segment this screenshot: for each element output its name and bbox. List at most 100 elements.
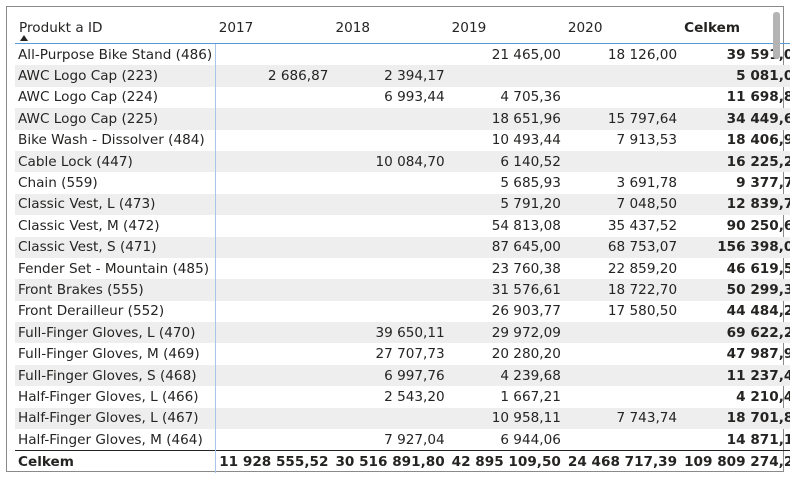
- cell-2018: [332, 108, 449, 130]
- cell-2020: 22 859,20: [607, 260, 678, 277]
- cell-total: 156 398,07: [681, 236, 790, 258]
- row-label: AWC Logo Cap (223): [15, 65, 216, 87]
- cell-2018: [332, 407, 449, 430]
- table-row[interactable]: Full-Finger Gloves, L (470) 39 650,11 29 9…: [15, 322, 790, 344]
- cell-2019: 20 280,20: [491, 346, 561, 363]
- cell-2019: [448, 65, 565, 87]
- cell-2017: [215, 236, 333, 258]
- row-label: All-Purpose Bike Stand (486): [18, 46, 213, 63]
- table-row[interactable]: Fender Set - Mountain (485) 23 760,38 22 8…: [15, 257, 790, 280]
- table-row[interactable]: Cable Lock (447) 10 084,70 6 140,52 16 225,…: [15, 150, 790, 173]
- table-row[interactable]: Classic Vest, L (473) 5 791,20 7 048,50 12 …: [15, 193, 790, 216]
- cell-total: 4 210,41: [736, 388, 790, 405]
- cell-2020: [565, 386, 681, 407]
- grand-total: 109 809 274,20: [681, 450, 790, 474]
- cell-2020: 15 797,64: [564, 108, 682, 130]
- table-row[interactable]: Classic Vest, M (472) 54 813,08 35 437,52 9…: [15, 215, 790, 237]
- cell-2019: 4 705,36: [500, 89, 561, 106]
- table-row[interactable]: Half-Finger Gloves, L (466) 2 543,20 1 667…: [15, 386, 790, 408]
- cell-2017: [215, 343, 333, 365]
- table-row[interactable]: AWC Logo Cap (225) 18 651,96 15 797,64 34 4…: [15, 108, 790, 130]
- cell-total: 47 987,94: [726, 346, 790, 363]
- cell-2019: 87 645,00: [448, 236, 565, 258]
- table-row[interactable]: AWC Logo Cap (223) 2 686,87 2 394,17 5 081,…: [15, 65, 790, 87]
- cell-2017: [215, 108, 333, 130]
- cell-total: 90 250,60: [726, 217, 790, 234]
- column-header-total[interactable]: Celkem: [681, 12, 790, 44]
- cell-2020: [564, 150, 682, 173]
- cell-2017: [215, 407, 333, 430]
- column-header-label: Produkt a ID: [19, 19, 103, 36]
- column-header-2018[interactable]: 2018: [332, 12, 449, 44]
- table-row[interactable]: Bike Wash - Dissolver (484) 10 493,44 7 91…: [15, 129, 790, 151]
- cell-total: 12 839,70: [681, 193, 790, 216]
- cell-2019: 10 958,11: [448, 407, 565, 430]
- cell-2018: [332, 130, 448, 151]
- cell-2017: [215, 193, 333, 216]
- cell-2018: 2 543,20: [384, 388, 445, 405]
- table-row[interactable]: Full-Finger Gloves, M (469) 27 707,73 20 2…: [15, 343, 790, 365]
- cell-2020: [564, 364, 682, 387]
- cell-2020: 18 126,00: [607, 46, 678, 63]
- total-2020: 24 468 717,39: [564, 450, 682, 474]
- row-label: Fender Set - Mountain (485): [18, 260, 210, 277]
- table-row[interactable]: Half-Finger Gloves, L (467) 10 958,11 7 74…: [15, 407, 790, 430]
- cell-2018: 7 927,04: [384, 431, 445, 448]
- total-2018: 30 516 891,80: [332, 450, 449, 474]
- cell-total: 18 701,85: [681, 407, 790, 430]
- table-row[interactable]: Chain (559) 5 685,93 3 691,78 9 377,71: [15, 172, 790, 194]
- table-row[interactable]: Half-Finger Gloves, M (464) 7 927,04 6 944…: [15, 429, 790, 451]
- table-row[interactable]: Front Brakes (555) 31 576,61 18 722,70 50 2…: [15, 279, 790, 301]
- cell-2017: [215, 43, 333, 66]
- sort-ascending-icon: [20, 35, 28, 41]
- cell-2019: 6 944,06: [500, 431, 561, 448]
- cell-2020: [564, 65, 682, 87]
- column-header-2020[interactable]: 2020: [564, 12, 682, 44]
- cell-2017: [215, 386, 333, 408]
- cell-2019: 4 239,68: [448, 364, 565, 387]
- cell-total: 11 698,80: [726, 89, 790, 106]
- cell-total: 69 622,20: [681, 322, 790, 344]
- column-header-2019[interactable]: 2019: [448, 12, 565, 44]
- row-label: Cable Lock (447): [15, 150, 216, 173]
- cell-total: 14 871,10: [726, 431, 790, 448]
- cell-2018: [332, 258, 448, 279]
- cell-2020: 3 691,78: [616, 175, 678, 192]
- cell-total: 16 225,22: [681, 150, 790, 173]
- cell-2019: 10 493,44: [491, 132, 561, 149]
- cell-total: 9 377,71: [736, 175, 790, 192]
- row-label: Classic Vest, M (472): [18, 217, 160, 234]
- cell-2017: [215, 215, 333, 237]
- cell-2019: 23 760,38: [491, 260, 561, 277]
- column-header-product[interactable]: Produkt a ID: [15, 12, 216, 44]
- row-label: Classic Vest, S (471): [15, 236, 216, 258]
- table-row[interactable]: Classic Vest, S (471) 87 645,00 68 753,07 1…: [15, 236, 790, 258]
- table-row[interactable]: AWC Logo Cap (224) 6 993,44 4 705,36 11 698…: [15, 86, 790, 109]
- cell-2017: [215, 129, 333, 151]
- table-row[interactable]: All-Purpose Bike Stand (486) 21 465,00 18 …: [15, 43, 790, 66]
- row-label: AWC Logo Cap (224): [18, 89, 159, 106]
- vertical-scrollbar[interactable]: [773, 12, 780, 59]
- total-2019: 42 895 109,50: [448, 450, 565, 474]
- total-2017: 11 928 555,52: [215, 450, 333, 474]
- cell-2019: 18 651,96: [448, 108, 565, 130]
- cell-2018: [332, 172, 448, 193]
- cell-2020: 7 913,53: [616, 132, 678, 149]
- cell-2019: 5 685,93: [500, 175, 561, 192]
- cell-2020: 35 437,52: [607, 217, 678, 234]
- table-row[interactable]: Front Derailleur (552) 26 903,77 17 580,50…: [15, 300, 790, 323]
- header-row: Produkt a ID 2017 2018 2019 2020 Celkem: [15, 12, 790, 44]
- cell-2019: 31 576,61: [448, 279, 565, 301]
- cell-2020: 7 048,50: [564, 193, 682, 216]
- cell-2020: [565, 343, 681, 364]
- row-label: Full-Finger Gloves, L (470): [15, 322, 216, 344]
- column-header-2017[interactable]: 2017: [215, 12, 333, 44]
- cell-2020: [564, 322, 682, 344]
- cell-2018: [332, 236, 449, 258]
- total-row: Celkem 11 928 555,52 30 516 891,80 42 89…: [15, 450, 790, 474]
- row-label: Half-Finger Gloves, L (467): [15, 407, 216, 430]
- cell-2020: [565, 87, 681, 108]
- cell-2020: 18 722,70: [564, 279, 682, 301]
- cell-2018: 10 084,70: [332, 150, 449, 173]
- table-row[interactable]: Full-Finger Gloves, S (468) 6 997,76 4 239…: [15, 364, 790, 387]
